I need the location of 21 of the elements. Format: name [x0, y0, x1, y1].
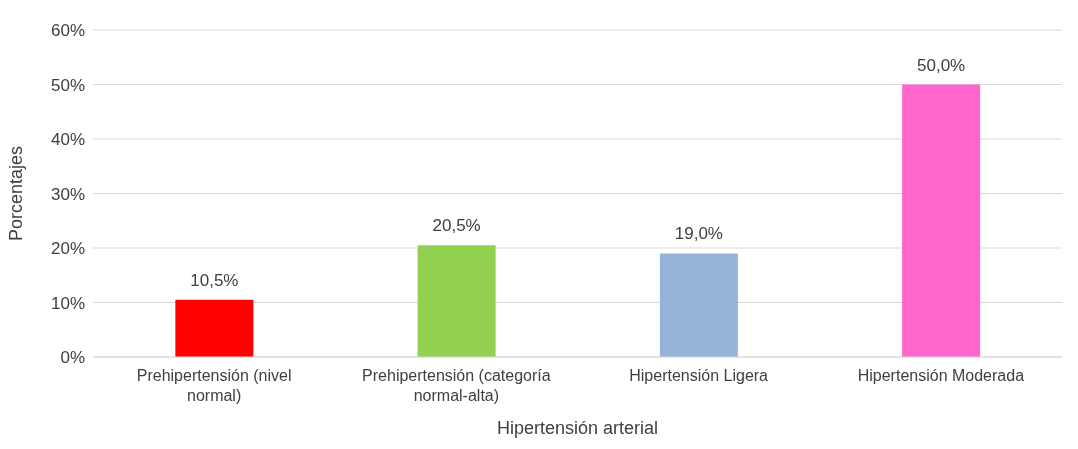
data-label: 19,0% — [674, 224, 723, 244]
y-tick-label: 10% — [50, 293, 85, 313]
y-tick-label: 0% — [60, 348, 85, 368]
bar — [175, 299, 254, 357]
x-tick-label: Prehipertensión (categoría normal-alta) — [362, 367, 551, 404]
y-tick-label: 40% — [50, 130, 85, 150]
bar — [417, 245, 496, 357]
y-axis-title: Porcentajes — [6, 145, 27, 242]
data-label: 10,5% — [190, 270, 239, 290]
bar — [902, 84, 981, 357]
bar — [659, 253, 738, 357]
x-tick-label: Hipertensión Ligera — [629, 367, 769, 384]
x-axis-title: Hipertensión arterial — [496, 418, 659, 438]
data-label: 50,0% — [917, 55, 966, 75]
y-tick-label: 60% — [50, 21, 85, 41]
y-tick-label: 20% — [50, 239, 85, 259]
x-tick-label: Hipertensión Moderada — [857, 367, 1025, 384]
x-tick-label: Prehipertensión (nivel normal) — [136, 367, 292, 404]
data-label: 20,5% — [432, 216, 481, 236]
y-tick-label: 50% — [50, 75, 85, 95]
y-tick-label: 30% — [50, 184, 85, 204]
